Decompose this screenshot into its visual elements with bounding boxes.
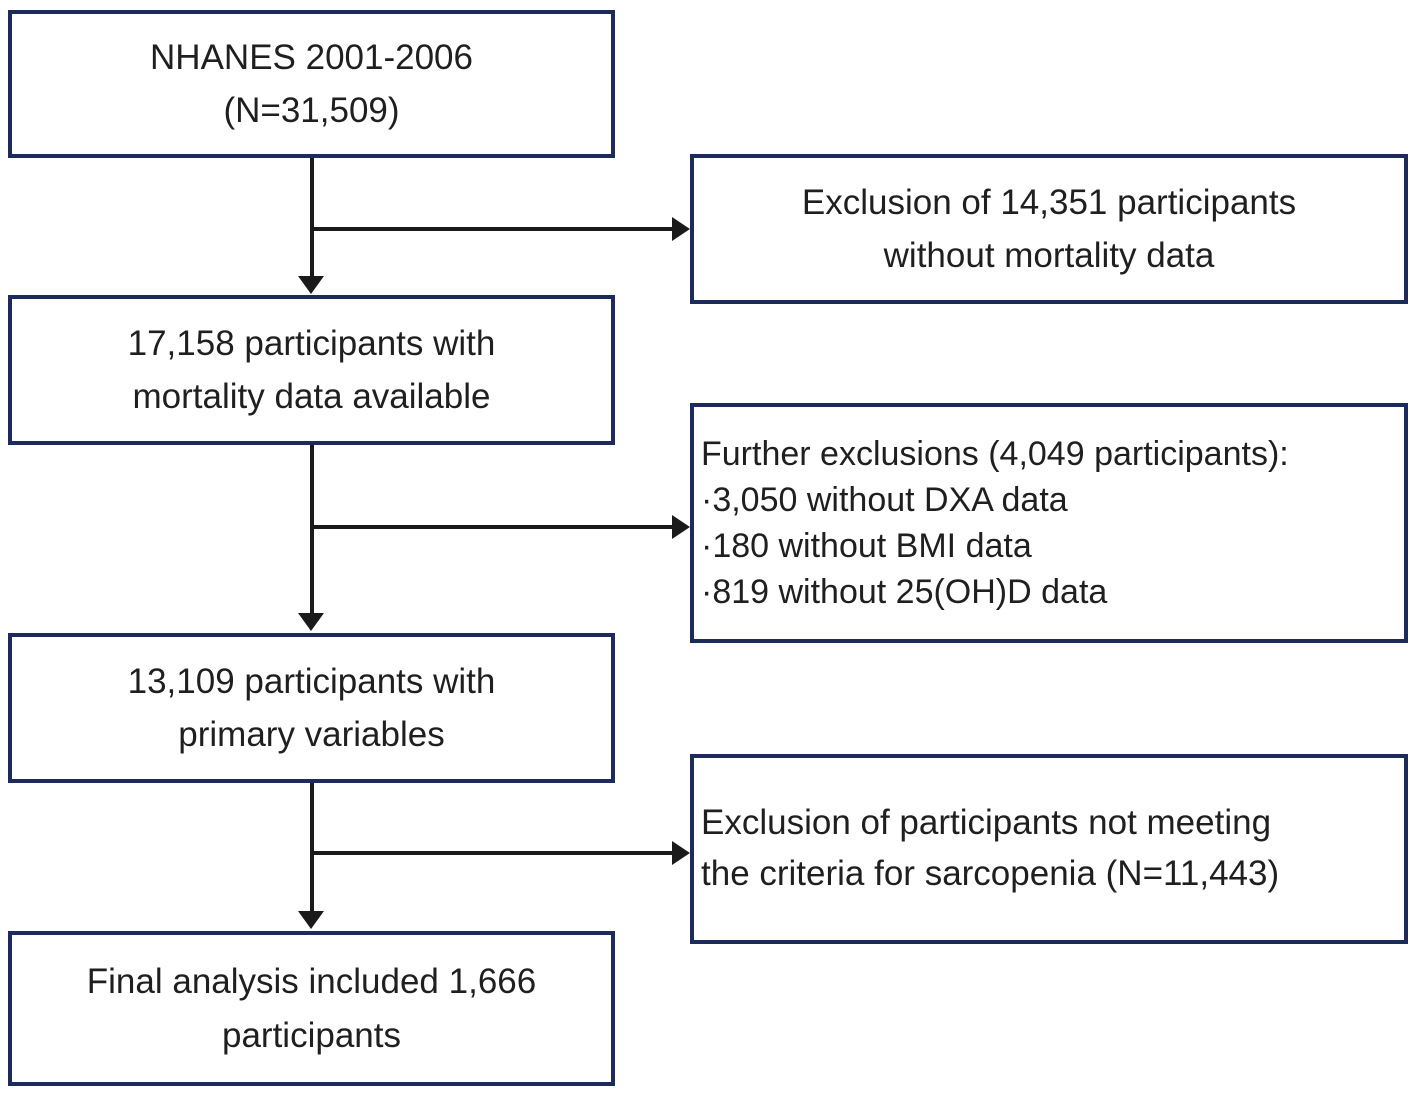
node-bullet-item: ·3,050 without DXA data xyxy=(701,480,1068,519)
node-text-line: Final analysis included 1,666 xyxy=(86,962,537,1002)
node-bullet-item: ·180 without BMI data xyxy=(701,527,1032,565)
connector-branch-3 xyxy=(312,851,672,855)
node-bullet-item: ·819 without 25(OH)D data xyxy=(701,573,1108,612)
node-further-exclusions: Further exclusions (4,049 participants):… xyxy=(690,403,1408,643)
node-text-line: 13,109 participants with xyxy=(127,661,496,701)
arrowhead-right-icon xyxy=(672,841,690,865)
node-text-line: primary variables xyxy=(178,715,445,754)
node-text-line: without mortality data xyxy=(883,236,1215,275)
node-text-line: participants xyxy=(222,1015,401,1055)
connector-branch-1 xyxy=(312,227,672,231)
node-text-line: (N=31,509) xyxy=(223,91,400,130)
arrowhead-right-icon xyxy=(672,217,690,241)
node-mortality-available: 17,158 participants with mortality data … xyxy=(8,295,615,445)
node-text-line: 17,158 participants with xyxy=(127,323,496,363)
arrowhead-down-icon xyxy=(298,613,324,631)
node-nhanes-total: NHANES 2001-2006 (N=31,509) xyxy=(8,10,615,158)
connector-branch-2 xyxy=(312,525,672,529)
node-final-analysis: Final analysis included 1,666 participan… xyxy=(8,931,615,1086)
connector-down-1 xyxy=(310,158,314,278)
connector-down-3 xyxy=(310,783,314,913)
node-text-line: mortality data available xyxy=(132,377,491,416)
node-text-line: the criteria for sarcopenia (N=11,443) xyxy=(701,854,1280,893)
connector-down-2 xyxy=(310,445,314,615)
node-primary-variables: 13,109 participants with primary variabl… xyxy=(8,633,615,783)
node-text-line: NHANES 2001-2006 xyxy=(150,37,473,77)
node-text-line: Exclusion of 14,351 participants xyxy=(801,182,1297,222)
arrowhead-down-icon xyxy=(298,911,324,929)
arrowhead-down-icon xyxy=(298,276,324,294)
node-exclusion-mortality: Exclusion of 14,351 participants without… xyxy=(690,154,1408,304)
arrowhead-right-icon xyxy=(672,515,690,539)
node-text-heading: Further exclusions (4,049 participants): xyxy=(701,434,1289,473)
node-text-line: Exclusion of participants not meeting xyxy=(701,803,1272,843)
node-exclusion-sarcopenia: Exclusion of participants not meeting th… xyxy=(690,754,1408,944)
